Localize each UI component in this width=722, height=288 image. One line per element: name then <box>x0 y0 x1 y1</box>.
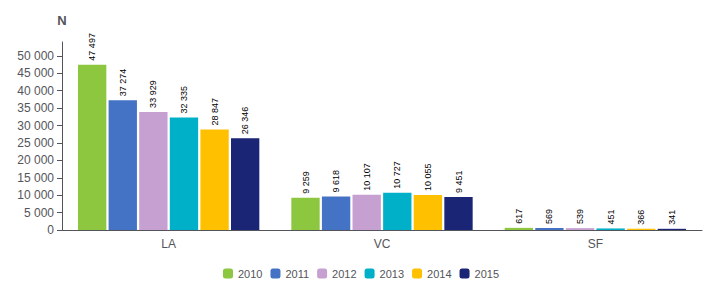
svg-text:32 335: 32 335 <box>179 86 189 114</box>
svg-text:2012: 2012 <box>332 268 356 280</box>
svg-text:341: 341 <box>667 210 677 225</box>
svg-text:10 107: 10 107 <box>362 163 372 191</box>
svg-text:45 000: 45 000 <box>17 66 54 80</box>
svg-text:2014: 2014 <box>427 268 451 280</box>
svg-text:539: 539 <box>575 209 585 224</box>
svg-text:366: 366 <box>636 210 646 225</box>
svg-text:10 000: 10 000 <box>17 188 54 202</box>
svg-text:30 000: 30 000 <box>17 119 54 133</box>
svg-text:2013: 2013 <box>380 268 404 280</box>
svg-text:VC: VC <box>374 237 391 251</box>
svg-text:15 000: 15 000 <box>17 171 54 185</box>
svg-text:2015: 2015 <box>475 268 499 280</box>
svg-text:2011: 2011 <box>285 268 309 280</box>
svg-text:9 618: 9 618 <box>331 170 341 193</box>
svg-text:37 274: 37 274 <box>118 69 128 97</box>
svg-text:9 451: 9 451 <box>454 171 464 194</box>
svg-text:617: 617 <box>514 209 524 224</box>
svg-text:LA: LA <box>161 237 176 251</box>
svg-text:35 000: 35 000 <box>17 101 54 115</box>
svg-text:451: 451 <box>606 209 616 224</box>
svg-text:33 929: 33 929 <box>148 80 158 108</box>
svg-text:9 259: 9 259 <box>301 171 311 194</box>
svg-text:25 000: 25 000 <box>17 136 54 150</box>
svg-text:28 847: 28 847 <box>210 98 220 126</box>
svg-text:10 055: 10 055 <box>423 163 433 191</box>
svg-text:10 727: 10 727 <box>392 161 402 189</box>
svg-text:26 346: 26 346 <box>240 107 250 135</box>
svg-text:569: 569 <box>544 209 554 224</box>
svg-text:SF: SF <box>588 237 603 251</box>
svg-text:2010: 2010 <box>238 268 262 280</box>
svg-text:5 000: 5 000 <box>24 206 54 220</box>
svg-text:50 000: 50 000 <box>17 49 54 63</box>
svg-text:20 000: 20 000 <box>17 153 54 167</box>
svg-text:0: 0 <box>47 223 54 237</box>
svg-text:47 497: 47 497 <box>87 33 97 61</box>
svg-text:40 000: 40 000 <box>17 84 54 98</box>
svg-text:N: N <box>57 13 66 28</box>
